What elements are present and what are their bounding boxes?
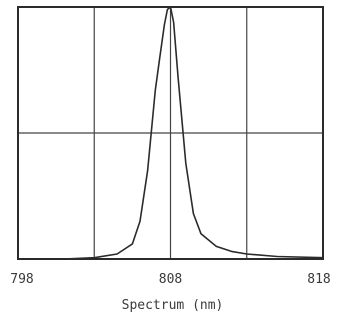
series-group bbox=[18, 6, 324, 260]
grid-lines bbox=[18, 7, 323, 259]
x-tick-label: 798 bbox=[10, 272, 33, 287]
x-tick-labels: 798 808 818 bbox=[10, 272, 330, 287]
x-axis-label: Spectrum (nm) bbox=[122, 298, 224, 313]
x-tick-label: 808 bbox=[159, 272, 182, 287]
spectrum-line-0 bbox=[18, 6, 324, 260]
x-tick-label: 818 bbox=[307, 272, 330, 287]
